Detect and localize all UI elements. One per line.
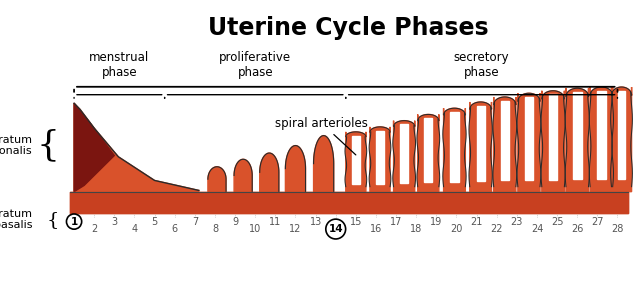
Text: 24: 24 xyxy=(531,224,543,234)
Polygon shape xyxy=(470,102,492,192)
Polygon shape xyxy=(234,159,252,192)
Polygon shape xyxy=(74,103,115,192)
Text: 12: 12 xyxy=(289,224,301,234)
Text: 2: 2 xyxy=(91,224,97,234)
Polygon shape xyxy=(346,132,366,192)
Polygon shape xyxy=(314,136,333,192)
Text: {: { xyxy=(47,211,60,229)
Text: 5: 5 xyxy=(152,217,157,226)
Text: 21: 21 xyxy=(470,217,483,226)
Text: proliferative
phase: proliferative phase xyxy=(219,51,291,79)
Text: 23: 23 xyxy=(511,217,523,226)
Text: 3: 3 xyxy=(111,217,117,226)
Text: 9: 9 xyxy=(232,217,238,226)
Polygon shape xyxy=(493,97,516,192)
Polygon shape xyxy=(451,112,459,182)
Text: 20: 20 xyxy=(451,224,463,234)
Text: 19: 19 xyxy=(430,217,442,226)
Text: 10: 10 xyxy=(249,224,261,234)
Polygon shape xyxy=(285,146,305,192)
Text: 8: 8 xyxy=(212,224,218,234)
Polygon shape xyxy=(400,125,408,183)
Text: 18: 18 xyxy=(410,224,422,234)
Text: secretory
phase: secretory phase xyxy=(454,51,509,79)
Text: 11: 11 xyxy=(269,217,282,226)
Text: 7: 7 xyxy=(192,217,198,226)
Polygon shape xyxy=(444,108,465,192)
Polygon shape xyxy=(566,88,589,192)
Polygon shape xyxy=(208,167,226,192)
Polygon shape xyxy=(376,131,384,184)
Text: 22: 22 xyxy=(490,224,503,234)
Polygon shape xyxy=(597,91,605,179)
Text: 16: 16 xyxy=(370,224,382,234)
Polygon shape xyxy=(518,93,540,192)
Text: 13: 13 xyxy=(310,217,322,226)
Text: stratum
functionalis: stratum functionalis xyxy=(0,134,33,156)
Polygon shape xyxy=(74,103,199,192)
Polygon shape xyxy=(549,95,557,180)
Text: 25: 25 xyxy=(551,217,563,226)
Text: 14: 14 xyxy=(328,224,343,234)
Polygon shape xyxy=(352,136,360,185)
Polygon shape xyxy=(618,91,625,179)
Text: 28: 28 xyxy=(611,224,624,234)
Title: Uterine Cycle Phases: Uterine Cycle Phases xyxy=(209,16,489,40)
Text: 27: 27 xyxy=(591,217,604,226)
Polygon shape xyxy=(611,87,632,192)
Polygon shape xyxy=(525,97,533,180)
Text: 6: 6 xyxy=(172,224,178,234)
Polygon shape xyxy=(477,106,484,181)
Text: 4: 4 xyxy=(131,224,138,234)
Text: 1: 1 xyxy=(70,217,77,226)
Text: stratum
basalis: stratum basalis xyxy=(0,209,33,231)
Polygon shape xyxy=(260,153,279,192)
Polygon shape xyxy=(370,127,390,192)
Polygon shape xyxy=(394,121,415,192)
Text: menstrual
phase: menstrual phase xyxy=(89,51,150,79)
Text: 17: 17 xyxy=(390,217,403,226)
Text: {: { xyxy=(36,128,60,162)
Polygon shape xyxy=(418,115,439,192)
Text: 15: 15 xyxy=(349,217,362,226)
Polygon shape xyxy=(424,118,432,183)
Text: spiral arterioles: spiral arterioles xyxy=(275,117,368,155)
Polygon shape xyxy=(500,101,509,180)
Polygon shape xyxy=(573,92,582,179)
Polygon shape xyxy=(590,87,612,192)
Text: 26: 26 xyxy=(571,224,584,234)
Polygon shape xyxy=(542,91,564,192)
